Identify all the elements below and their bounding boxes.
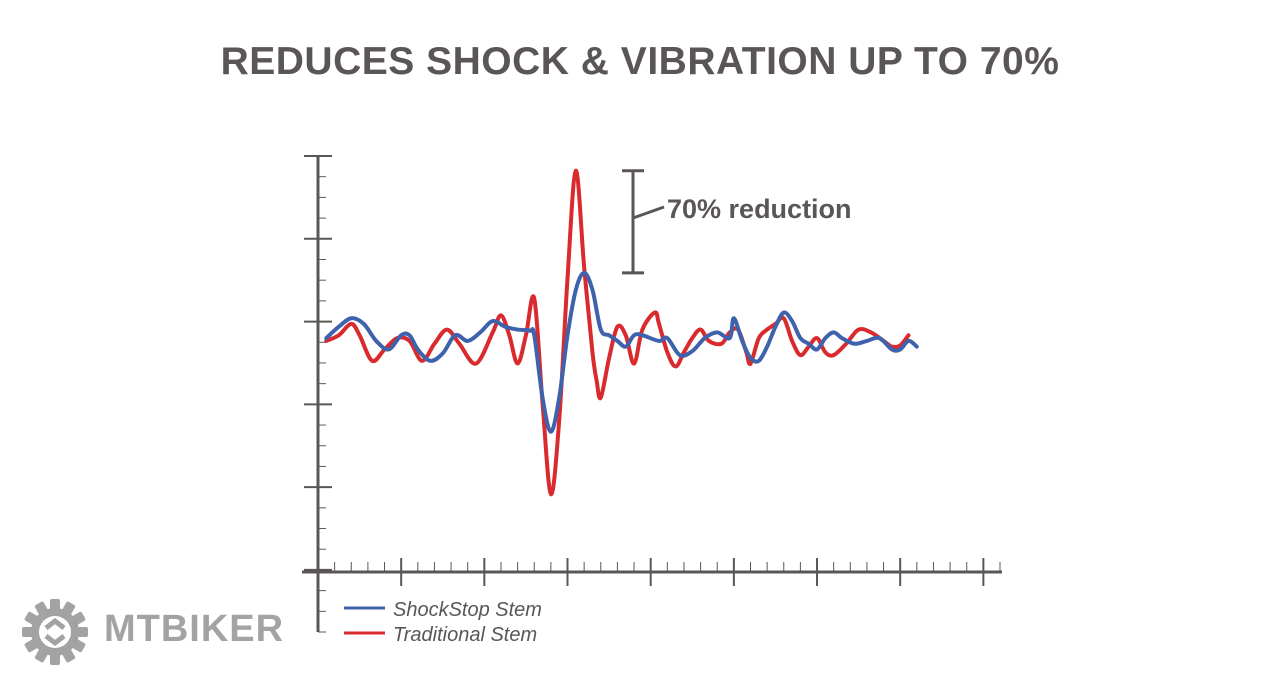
series-line-shockstop — [324, 270, 919, 434]
gear-icon — [22, 599, 88, 665]
reduction-annotation: 70% reduction — [622, 169, 852, 275]
legend-label-shockstop: ShockStop Stem — [393, 599, 542, 621]
logo-wordmark: MTBIKER — [104, 608, 285, 650]
chart-title: REDUCES SHOCK & VIBRATION UP TO 70% — [220, 40, 1060, 83]
annotation-label: 70% reduction — [667, 194, 852, 224]
legend-label-traditional: Traditional Stem — [393, 624, 537, 646]
chart-axes — [302, 155, 1002, 633]
annotation-connector — [632, 205, 665, 220]
chart-legend: ShockStop Stem Traditional Stem — [344, 599, 542, 646]
chart-series — [324, 168, 919, 497]
